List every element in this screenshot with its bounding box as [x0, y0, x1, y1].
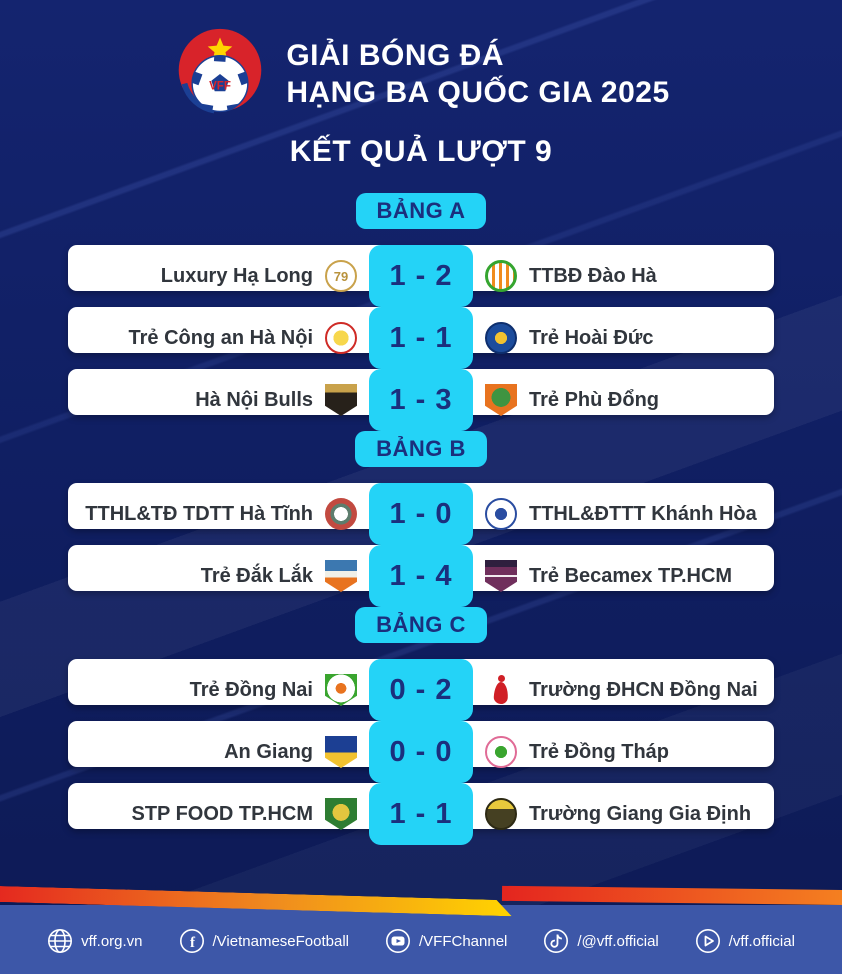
match-row: Trẻ Đồng Nai 0 - 2 Trường ĐHCN Đồng Nai — [68, 659, 774, 721]
tre-hoai-duc-crest-icon — [485, 322, 517, 354]
round-subtitle: KẾT QUẢ LƯỢT 9 — [289, 135, 553, 168]
title-line-2: HẠNG BA QUỐC GIA 2025 — [286, 76, 670, 109]
youtube-icon — [386, 929, 410, 953]
youtube-label: /VFFChannel — [419, 932, 508, 950]
away-team-name: TTBĐ Đào Hà — [529, 264, 657, 287]
play-icon — [695, 929, 720, 953]
globe-icon — [48, 929, 73, 953]
footer-stripe-right — [501, 885, 842, 906]
luxury-ha-long-crest-icon — [325, 260, 357, 292]
tiktok-label: /@vff.official — [577, 932, 659, 950]
svg-text:f: f — [190, 935, 196, 951]
tre-becamex-crest-icon — [485, 560, 517, 592]
match-row: Trẻ Công an Hà Nội 1 - 1 Trẻ Hoài Đức — [68, 307, 774, 369]
home-team-name: TTHL&TĐ TDTT Hà Tĩnh — [85, 502, 313, 525]
score-badge: 1 - 1 — [369, 307, 473, 369]
away-team-name: Trẻ Phù Đổng — [529, 388, 659, 411]
tre-phu-dong-crest-icon — [485, 384, 517, 416]
ha-noi-bulls-crest-icon — [325, 384, 357, 416]
score-badge: 1 - 2 — [369, 245, 473, 307]
tiktok-link: /@vff.official — [543, 928, 659, 954]
tournament-title: GIẢI BÓNG ĐÁ HẠNG BA QUỐC GIA 2025 — [286, 37, 669, 111]
score-badge: 1 - 1 — [369, 783, 473, 845]
match-row: Trẻ Đắk Lắk 1 - 4 Trẻ Becamex TP.HCM — [68, 545, 774, 607]
website-link: vff.org.vn — [47, 928, 143, 954]
score-badge: 1 - 3 — [369, 369, 473, 431]
match-row: Luxury Hạ Long 1 - 2 TTBĐ Đào Hà — [68, 245, 774, 307]
group-c-label: BẢNG C — [355, 607, 487, 643]
home-team-name: STP FOOD TP.HCM — [131, 802, 313, 825]
group-b-section: BẢNG B TTHL&TĐ TDTT Hà Tĩnh 1 - 0 TTHL&Đ… — [0, 431, 842, 607]
away-team-name: Trường ĐHCN Đồng Nai — [529, 678, 758, 701]
score-badge: 0 - 0 — [369, 721, 473, 783]
group-a-label: BẢNG A — [355, 193, 487, 229]
away-team-name: Trẻ Hoài Đức — [529, 326, 654, 349]
tre-dak-lak-crest-icon — [325, 560, 357, 592]
an-giang-crest-icon — [325, 736, 357, 768]
facebook-link: f /VietnameseFootball — [179, 928, 349, 954]
score-badge: 0 - 2 — [369, 659, 473, 721]
tre-dong-thap-crest-icon — [485, 736, 517, 768]
youtube-link: /VFFChannel — [385, 928, 507, 954]
tiktok-icon — [544, 929, 569, 953]
tre-cong-an-ha-noi-crest-icon — [325, 322, 357, 354]
away-team-name: Trẻ Đồng Tháp — [529, 740, 669, 763]
vff-logo-icon: VFF — [172, 26, 268, 122]
stp-food-crest-icon — [325, 798, 357, 830]
home-team-name: Hà Nội Bulls — [195, 388, 313, 411]
home-team-name: Trẻ Đồng Nai — [189, 678, 313, 701]
vff-logo-text: VFF — [209, 80, 231, 92]
khanh-hoa-crest-icon — [485, 498, 517, 530]
home-team-name: Trẻ Đắk Lắk — [200, 564, 313, 587]
match-row: STP FOOD TP.HCM 1 - 1 Trường Giang Gia Đ… — [68, 783, 774, 845]
match-row: An Giang 0 - 0 Trẻ Đồng Tháp — [68, 721, 774, 783]
footer-band — [0, 905, 842, 974]
match-row: TTHL&TĐ TDTT Hà Tĩnh 1 - 0 TTHL&ĐTTT Khá… — [68, 483, 774, 545]
header: VFF GIẢI BÓNG ĐÁ HẠNG BA QUỐC GIA 2025 — [0, 0, 842, 122]
facebook-label: /VietnameseFootball — [212, 932, 349, 950]
group-b-label: BẢNG B — [355, 431, 487, 467]
truong-dhcn-dong-nai-crest-icon — [485, 674, 517, 706]
home-team-name: Trẻ Công an Hà Nội — [128, 326, 313, 349]
tre-dong-nai-crest-icon — [325, 674, 357, 706]
play-link: /vff.official — [695, 928, 795, 954]
group-a-section: BẢNG A Luxury Hạ Long 1 - 2 TTBĐ Đào Hà … — [0, 193, 842, 431]
score-badge: 1 - 0 — [369, 483, 473, 545]
away-team-name: Trẻ Becamex TP.HCM — [529, 564, 733, 587]
title-line-1: GIẢI BÓNG ĐÁ — [286, 39, 504, 72]
home-team-name: Luxury Hạ Long — [160, 264, 313, 287]
score-badge: 1 - 4 — [369, 545, 473, 607]
play-label: /vff.official — [728, 932, 795, 950]
truong-giang-gia-dinh-crest-icon — [485, 798, 517, 830]
group-c-section: BẢNG C Trẻ Đồng Nai 0 - 2 Trường ĐHCN Đồ… — [0, 607, 842, 845]
match-row: Hà Nội Bulls 1 - 3 Trẻ Phù Đổng — [68, 369, 774, 431]
ttbd-dao-ha-crest-icon — [485, 260, 517, 292]
away-team-name: TTHL&ĐTTT Khánh Hòa — [529, 502, 757, 525]
facebook-icon: f — [179, 929, 204, 953]
away-team-name: Trường Giang Gia Định — [529, 802, 752, 825]
ha-tinh-crest-icon — [325, 498, 357, 530]
home-team-name: An Giang — [224, 740, 313, 763]
footer-links: vff.org.vn f /VietnameseFootball /VFFCha… — [0, 928, 842, 954]
website-label: vff.org.vn — [81, 932, 143, 950]
